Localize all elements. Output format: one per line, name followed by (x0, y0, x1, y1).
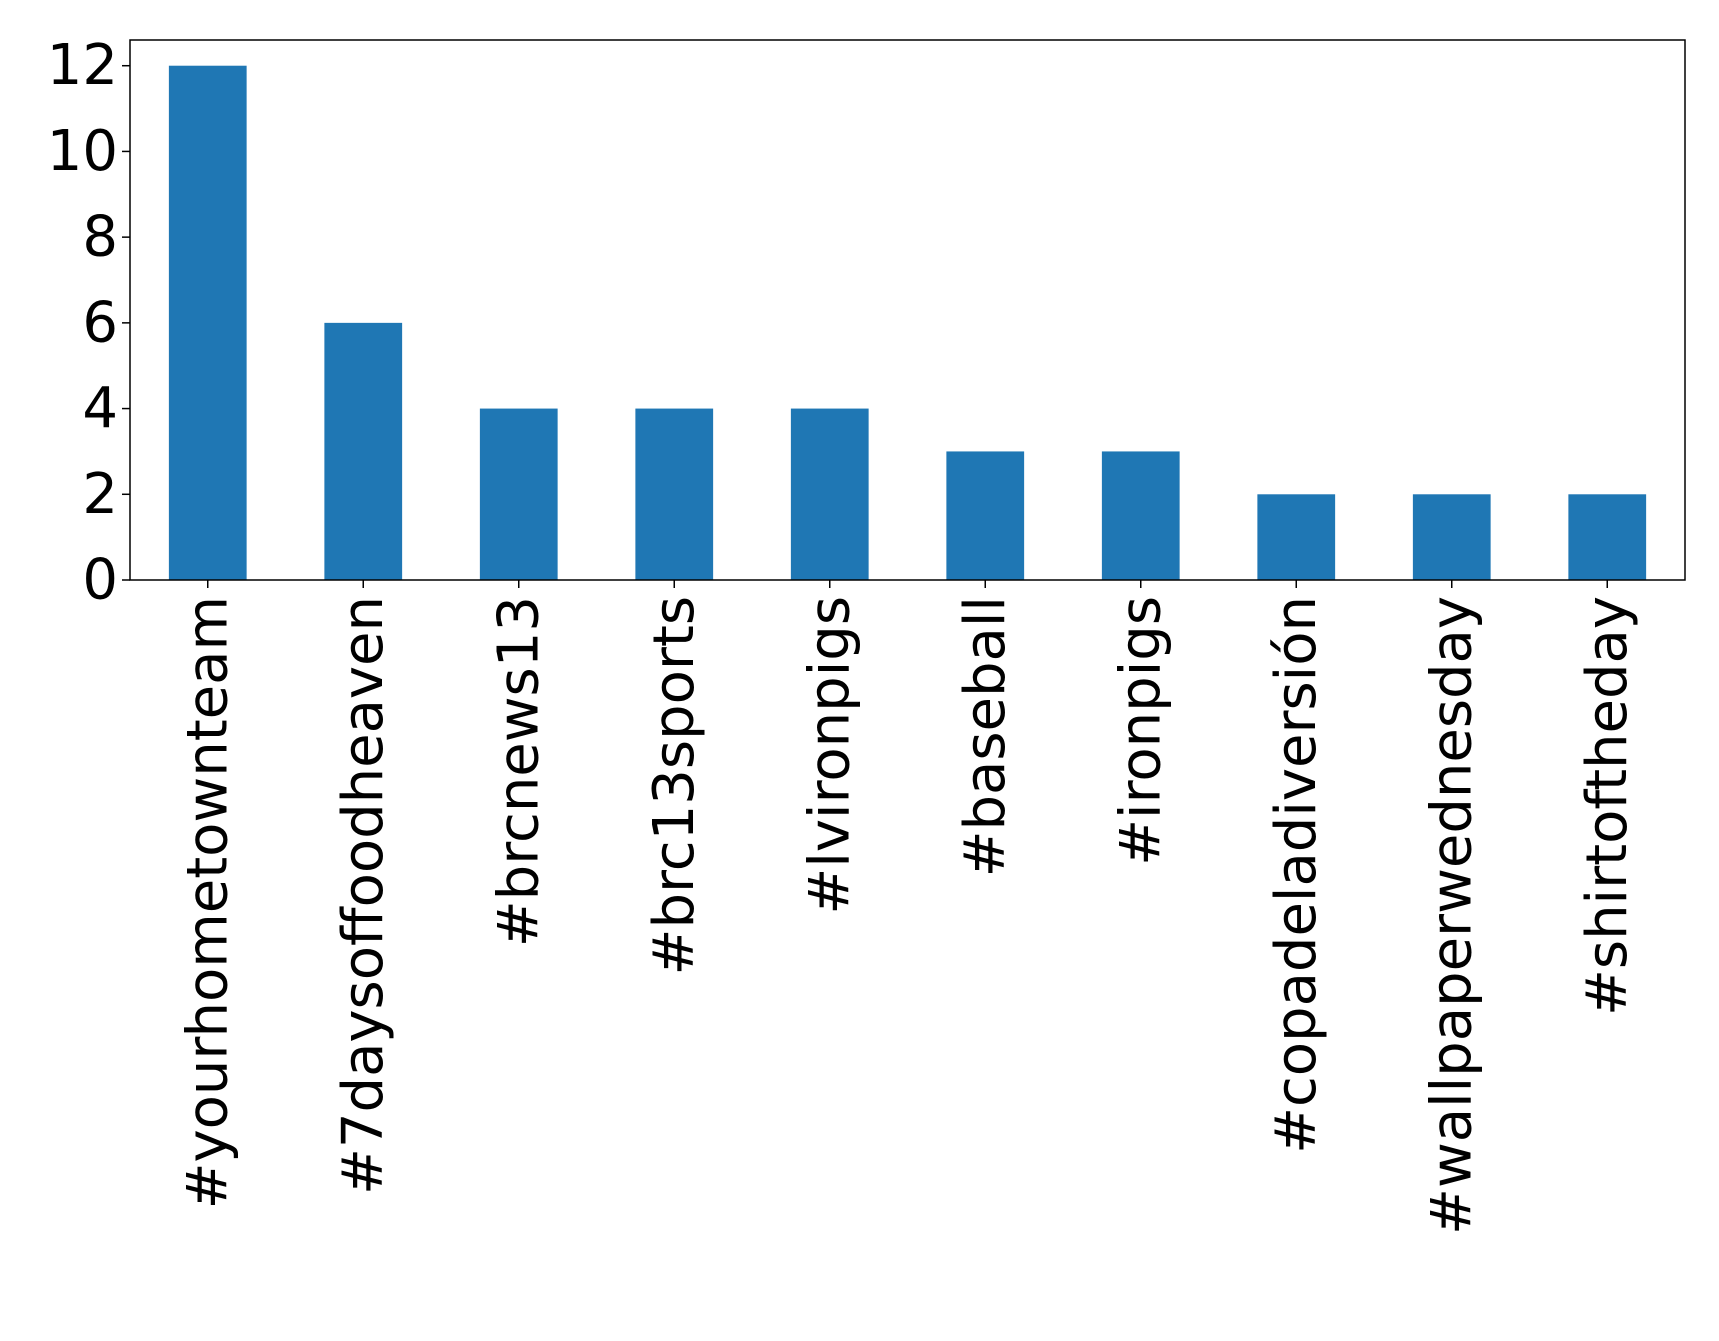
y-tick-label: 12 (47, 33, 118, 98)
bars-layer (168, 65, 1647, 580)
bar (324, 322, 403, 580)
bar (1101, 451, 1180, 580)
x-tick-label: #yourhometownteam (175, 596, 240, 1209)
bar (168, 65, 247, 580)
x-tick-label: #brcnews13 (486, 596, 551, 947)
x-tick-label: #baseball (953, 596, 1018, 877)
y-tick-label: 10 (47, 119, 118, 184)
bar (1412, 494, 1491, 580)
y-axis: 0 2 4 6 8 10 12 (47, 33, 130, 613)
plot-frame (129, 39, 1686, 581)
y-tick-label: 8 (82, 205, 118, 270)
y-tick-label: 6 (82, 290, 118, 355)
x-tick-label: #ironpigs (1108, 596, 1173, 866)
x-tick-label: #shirtoftheday (1575, 596, 1640, 1016)
x-tick-label: #7daysoffoodheaven (331, 596, 396, 1195)
y-tick-label: 4 (82, 376, 118, 441)
x-tick-label: #lvironpigs (797, 596, 862, 915)
y-tick-label: 2 (82, 462, 118, 527)
bar (1568, 494, 1647, 580)
bar (1257, 494, 1336, 580)
bar (635, 408, 714, 580)
bar (946, 451, 1025, 580)
x-tick-label: #copadeladiversión (1264, 596, 1329, 1154)
x-tick-label: #wallpaperwednesday (1419, 596, 1484, 1235)
bar (479, 408, 558, 580)
x-axis: #yourhometownteam #7daysoffoodheaven #brcn… (175, 580, 1640, 1235)
x-tick-label: #brc13sports (642, 596, 707, 975)
y-tick-label: 0 (82, 548, 118, 613)
bar (790, 408, 869, 580)
